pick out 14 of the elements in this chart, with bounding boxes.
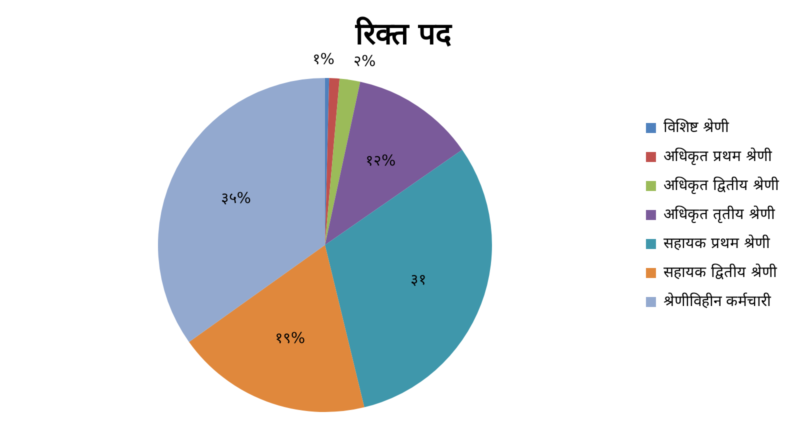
chart-title: रिक्त पद (354, 16, 453, 52)
legend-label: सहायक द्वितीय श्रेणी (663, 262, 778, 281)
data-label: ३१ (410, 270, 427, 288)
legend-label: सहायक प्रथम श्रेणी (663, 234, 771, 252)
data-label: १% (312, 50, 335, 68)
legend-label: श्रेणीविहीन कर्मचारी (663, 292, 772, 310)
data-label: १२% (365, 152, 396, 170)
legend-label: अधिकृत द्वितीय श्रेणी (663, 176, 780, 195)
data-label: २% (354, 52, 376, 70)
legend-label: अधिकृत तृतीय श्रेणी (663, 204, 776, 224)
data-label: १९% (274, 328, 306, 347)
data-label: ३५% (220, 189, 252, 208)
legend-label: अधिकृत प्रथम श्रेणी (663, 146, 773, 166)
legend-label: विशिष्ट श्रेणी (663, 118, 730, 136)
